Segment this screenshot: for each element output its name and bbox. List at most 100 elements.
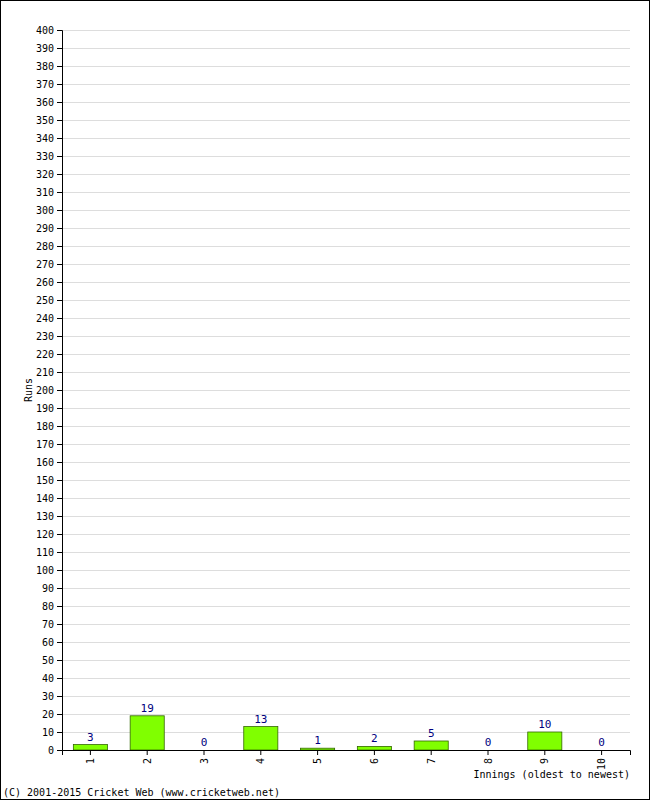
y-tick: 100 [36,565,62,576]
grid-line [62,642,630,643]
y-tick-label: 380 [36,61,54,72]
y-tick: 280 [36,241,62,252]
data-label: 0 [485,736,492,749]
grid-line [62,552,630,553]
y-tick-mark [57,318,62,319]
y-tick: 340 [36,133,62,144]
x-axis-line [63,751,631,756]
y-tick-label: 130 [36,511,54,522]
y-axis-title: Runs [23,378,34,402]
data-label: 13 [254,713,267,726]
y-tick: 220 [36,349,62,360]
grid-line [62,318,630,319]
y-tick-label: 110 [36,547,54,558]
y-tick: 400 [36,25,62,36]
y-tick-mark [57,300,62,301]
grid-line [62,372,630,373]
y-tick-label: 310 [36,187,54,198]
y-tick-label: 70 [42,619,54,630]
y-tick-label: 320 [36,169,54,180]
x-tick-label: 3 [199,758,210,764]
grid-line [62,660,630,661]
grid-line [62,480,630,481]
y-tick-label: 180 [36,421,54,432]
grid-line [62,282,630,283]
x-tick-label: 9 [539,758,550,764]
data-label: 19 [141,702,154,715]
x-axis-title: Innings (oldest to newest) [473,769,630,780]
y-tick-label: 60 [42,637,54,648]
y-tick-mark [57,120,62,121]
bar [471,750,505,751]
grid-line [62,426,630,427]
y-tick-label: 170 [36,439,54,450]
y-tick-mark [57,156,62,157]
data-label: 0 [598,736,605,749]
y-tick: 110 [36,547,62,558]
y-tick-mark [57,138,62,139]
y-tick-label: 0 [48,745,54,756]
y-tick-mark [57,210,62,211]
y-tick-label: 120 [36,529,54,540]
y-tick-mark [57,696,62,697]
y-tick-label: 10 [42,727,54,738]
x-tick-label: 8 [483,758,494,764]
grid-line [62,516,630,517]
grid-line [62,66,630,67]
y-tick: 300 [36,205,62,216]
x-tick-mark [488,750,489,755]
bar [130,716,164,750]
y-tick: 80 [42,601,62,612]
x-tick-mark [544,750,545,755]
y-tick: 290 [36,223,62,234]
grid-line [62,264,630,265]
y-tick-mark [57,606,62,607]
y-tick-label: 220 [36,349,54,360]
y-tick: 20 [42,709,62,720]
grid-line [62,174,630,175]
y-tick-label: 190 [36,403,54,414]
bar [244,727,278,750]
bar [414,741,448,750]
y-tick: 170 [36,439,62,450]
y-tick: 370 [36,79,62,90]
y-tick-mark [57,390,62,391]
y-tick-mark [57,174,62,175]
y-tick-label: 200 [36,385,54,396]
y-tick: 320 [36,169,62,180]
bar [73,745,107,750]
y-tick-label: 90 [42,583,54,594]
y-tick-label: 50 [42,655,54,666]
x-tick: 8 [483,750,494,764]
data-label: 3 [87,731,94,744]
grid-line [62,444,630,445]
y-tick-mark [57,354,62,355]
y-tick-mark [57,84,62,85]
y-tick: 230 [36,331,62,342]
grid-line [62,624,630,625]
y-tick-mark [57,462,62,463]
x-tick-mark [260,750,261,755]
grid-line [62,156,630,157]
y-tick-label: 230 [36,331,54,342]
y-tick: 330 [36,151,62,162]
y-tick-mark [57,282,62,283]
y-tick: 140 [36,493,62,504]
grid-line [62,498,630,499]
grid-line [62,534,630,535]
y-tick-mark [57,444,62,445]
x-tick-mark [374,750,375,755]
y-tick-label: 400 [36,25,54,36]
x-tick: 6 [369,750,380,764]
x-tick: 10 [596,750,607,770]
y-tick-mark [57,192,62,193]
grid-line [62,210,630,211]
y-tick-label: 350 [36,115,54,126]
y-tick-mark [57,678,62,679]
x-tick: 5 [312,750,323,764]
y-tick-label: 270 [36,259,54,270]
y-tick-mark [57,426,62,427]
plot: 3190131250100010203040506070809010011012… [36,25,631,770]
y-tick-mark [57,498,62,499]
grid-line [62,588,630,589]
